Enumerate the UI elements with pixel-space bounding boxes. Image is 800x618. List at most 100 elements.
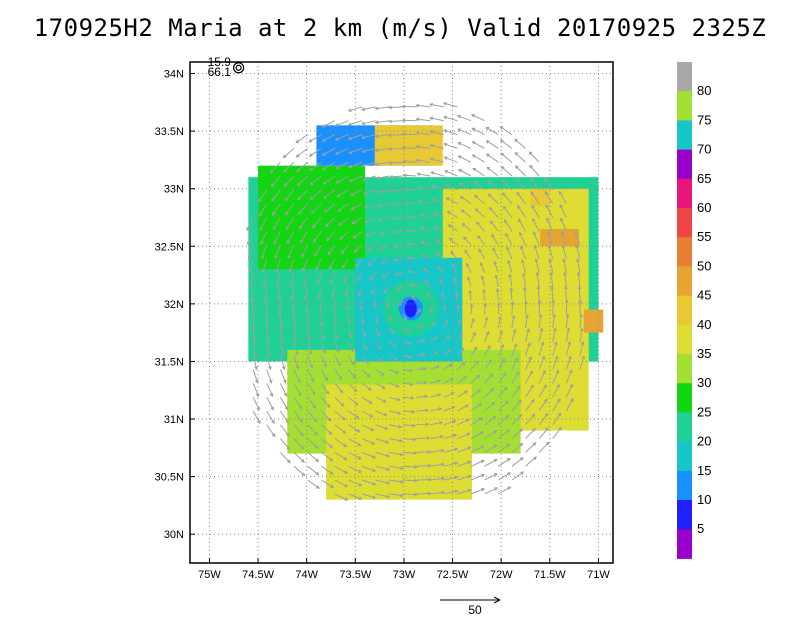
wind-vector-385 [288,258,295,273]
wind-vector-105 [497,414,510,426]
wind-vector-562 [500,152,513,163]
wind-vector-459 [285,217,295,231]
wind-vector-274 [484,316,489,329]
wind-vector-171 [430,379,441,384]
wind-vector-136 [279,396,288,411]
wind-vector-342 [383,286,390,294]
wind-vector-100 [430,421,444,426]
wind-vector-34 [361,465,377,472]
wind-vector-109 [552,412,562,426]
wind-vector-363 [329,272,336,284]
wind-vector-503 [258,189,268,203]
wind-vector-559 [457,155,472,163]
wind-vector-125 [457,404,469,412]
wind-vector-498 [501,192,513,205]
wind-vector-365 [356,272,363,282]
wind-vector-89 [280,424,290,437]
wind-vector-0 [334,493,349,501]
wind-vector-396 [435,252,445,260]
wind-vector-204 [552,355,559,370]
wind-vector-294 [416,308,422,315]
wind-vector-340 [357,286,363,297]
wind-vector-58 [430,448,445,453]
wind-vector-504 [271,189,281,202]
wind-vector-348 [467,276,472,287]
wind-vector-386 [302,258,309,272]
y-tick-label-4: 32N [164,299,184,311]
wind-vector-8 [443,489,459,495]
wind-vector-20 [402,478,418,483]
wind-vector-419 [406,242,417,247]
wind-vector-192 [389,369,400,374]
wind-vector-279 [552,313,556,329]
wind-vector-296 [442,305,447,315]
wind-vector-52 [348,451,362,460]
wind-vector-450 [490,220,499,232]
wind-vector-202 [525,356,532,370]
wind-vector-7 [430,490,446,495]
wind-vector-32 [334,465,349,474]
wind-vector-140 [334,396,345,407]
colorbar-segment-4 [677,178,692,209]
eye-center [404,299,417,318]
wind-vector-412 [314,244,322,257]
wind-vector-292 [388,314,393,323]
wind-vector-117 [348,410,360,419]
wind-vector-116 [334,410,346,421]
wind-vector-618 [442,102,458,108]
wind-vector-265 [361,327,367,338]
wind-vector-221 [443,349,452,357]
wind-vector-305 [564,299,569,315]
wind-vector-25 [470,473,485,481]
wind-vector-481 [272,203,281,217]
colorbar-label-15: 80 [697,83,711,98]
wind-vector-577 [443,142,458,149]
wind-vector-199 [484,359,492,370]
wind-vector-141 [348,396,359,406]
wind-vector-404 [547,244,554,260]
wind-vector-611 [347,106,363,112]
wind-vector-158 [252,383,260,398]
y-tick-label-1: 30.5N [155,472,184,484]
wind-vector-255 [565,327,571,342]
wind-vector-359 [276,272,281,288]
wind-vector-556 [415,158,431,163]
wind-vector-596 [471,127,485,136]
wind-vector-341 [371,286,377,296]
wind-vector-537 [430,171,444,177]
wind-vector-604 [387,119,404,124]
wind-vector-97 [389,424,403,429]
wind-vector-222 [457,347,465,357]
wind-vector-442 [378,230,390,236]
wind-vector-469 [418,213,431,218]
wind-vector-382 [248,258,254,274]
wind-vector-362 [316,272,322,286]
wind-vector-303 [537,299,542,315]
wind-vector-60 [457,446,472,453]
wind-vector-29 [293,465,306,477]
wind-vector-153 [511,385,521,398]
wind-vector-276 [511,314,516,329]
wind-vector-121 [402,409,416,414]
wind-vector-605 [401,118,417,123]
wind-vector-178 [525,370,533,384]
colorbar-label-2: 15 [697,463,711,478]
storm-marker-outer-icon [233,62,245,74]
wind-vector-257 [252,327,257,344]
wind-vector-393 [393,258,404,262]
y-tick-label-5: 32.5N [155,241,184,253]
wind-vector-43 [484,459,498,467]
wind-vector-309 [277,300,282,316]
wind-vector-262 [320,327,325,341]
wind-vector-318 [397,300,404,307]
wind-vector-519 [472,181,485,191]
wind-vector-510 [349,189,363,197]
wind-vector-237 [320,341,326,355]
wind-vector-87 [552,426,562,439]
wind-vector-28 [511,471,525,481]
wind-vector-578 [457,141,472,149]
wind-vector-320 [426,292,431,301]
colorbar-segment-1 [677,91,692,121]
wind-vector-333 [263,286,268,302]
wind-vector-268 [402,327,411,332]
